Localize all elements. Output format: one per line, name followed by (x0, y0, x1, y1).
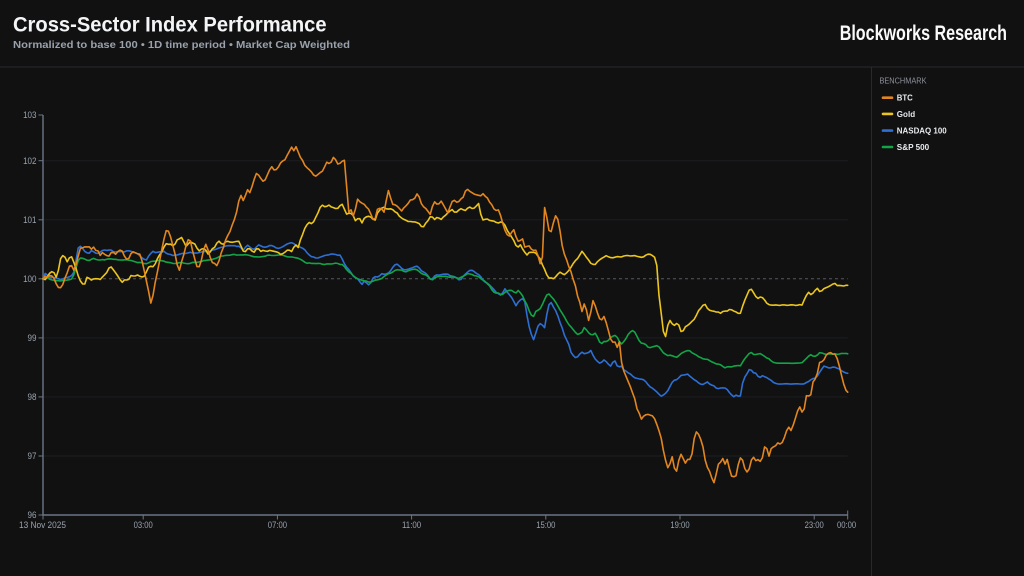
svg-text:S&P 500: S&P 500 (897, 143, 930, 152)
svg-text:00:00: 00:00 (837, 520, 856, 530)
svg-text:Normalized to base 100 • 1D ti: Normalized to base 100 • 1D time period … (13, 39, 350, 51)
svg-text:BTC: BTC (897, 94, 913, 103)
svg-text:100: 100 (23, 274, 36, 284)
svg-text:Cross-Sector Index Performance: Cross-Sector Index Performance (13, 14, 327, 37)
svg-text:BENCHMARK: BENCHMARK (880, 77, 928, 86)
svg-text:101: 101 (23, 215, 36, 225)
svg-text:23:00: 23:00 (805, 520, 824, 530)
svg-text:07:00: 07:00 (268, 520, 287, 530)
svg-text:Blockworks Research: Blockworks Research (840, 22, 1007, 45)
svg-text:03:00: 03:00 (134, 520, 153, 530)
svg-text:Gold: Gold (897, 110, 915, 119)
svg-text:97: 97 (28, 451, 37, 461)
svg-text:99: 99 (28, 333, 37, 343)
svg-text:96: 96 (28, 510, 37, 520)
svg-text:13 Nov 2025: 13 Nov 2025 (19, 520, 66, 530)
svg-text:98: 98 (28, 392, 37, 402)
svg-text:15:00: 15:00 (536, 520, 555, 530)
svg-text:NASDAQ 100: NASDAQ 100 (897, 127, 947, 136)
svg-text:102: 102 (23, 156, 36, 166)
svg-text:103: 103 (23, 110, 36, 120)
svg-text:19:00: 19:00 (670, 520, 689, 530)
svg-text:11:00: 11:00 (402, 520, 421, 530)
